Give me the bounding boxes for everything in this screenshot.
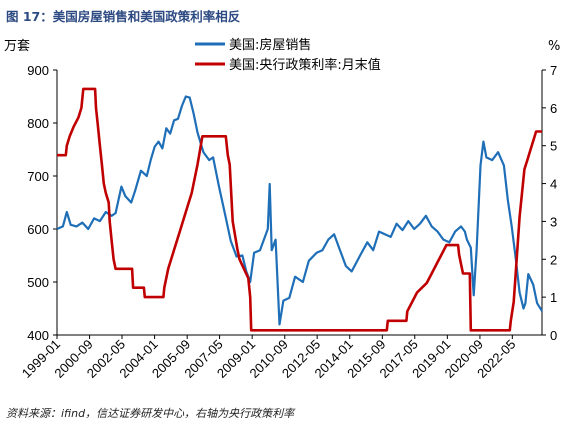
series-line-policy-rate — [57, 87, 542, 332]
series-lines — [56, 87, 543, 332]
left-tick-label: 400 — [27, 328, 49, 343]
figure-title: 图 17：美国房屋销售和美国政策利率相反 — [6, 9, 241, 24]
right-tick-label: 0 — [550, 328, 557, 343]
left-tick-label: 600 — [27, 222, 49, 237]
left-tick-label: 900 — [27, 63, 49, 78]
right-tick-label: 2 — [550, 252, 557, 267]
left-tick-label: 500 — [27, 275, 49, 290]
series-line-home-sales — [56, 95, 543, 326]
right-tick-label: 5 — [550, 139, 557, 154]
legend-label-rate: 美国:央行政策利率:月末值 — [229, 57, 381, 73]
right-tick-label: 4 — [550, 177, 557, 192]
right-tick-label: 7 — [550, 63, 557, 78]
right-axis-unit: % — [548, 39, 560, 54]
right-tick-label: 3 — [550, 214, 557, 229]
left-tick-label: 800 — [27, 116, 49, 131]
left-tick-label: 700 — [27, 169, 49, 184]
legend-label-sales: 美国:房屋销售 — [229, 37, 311, 53]
left-axis-unit: 万套 — [4, 38, 30, 54]
right-tick-label: 1 — [550, 290, 557, 305]
right-tick-label: 6 — [550, 101, 557, 116]
legend: 美国:房屋销售 美国:央行政策利率:月末值 — [195, 37, 381, 73]
source-note: 资料来源：ifind，信达证券研发中心，右轴为央行政策利率 — [6, 407, 295, 420]
